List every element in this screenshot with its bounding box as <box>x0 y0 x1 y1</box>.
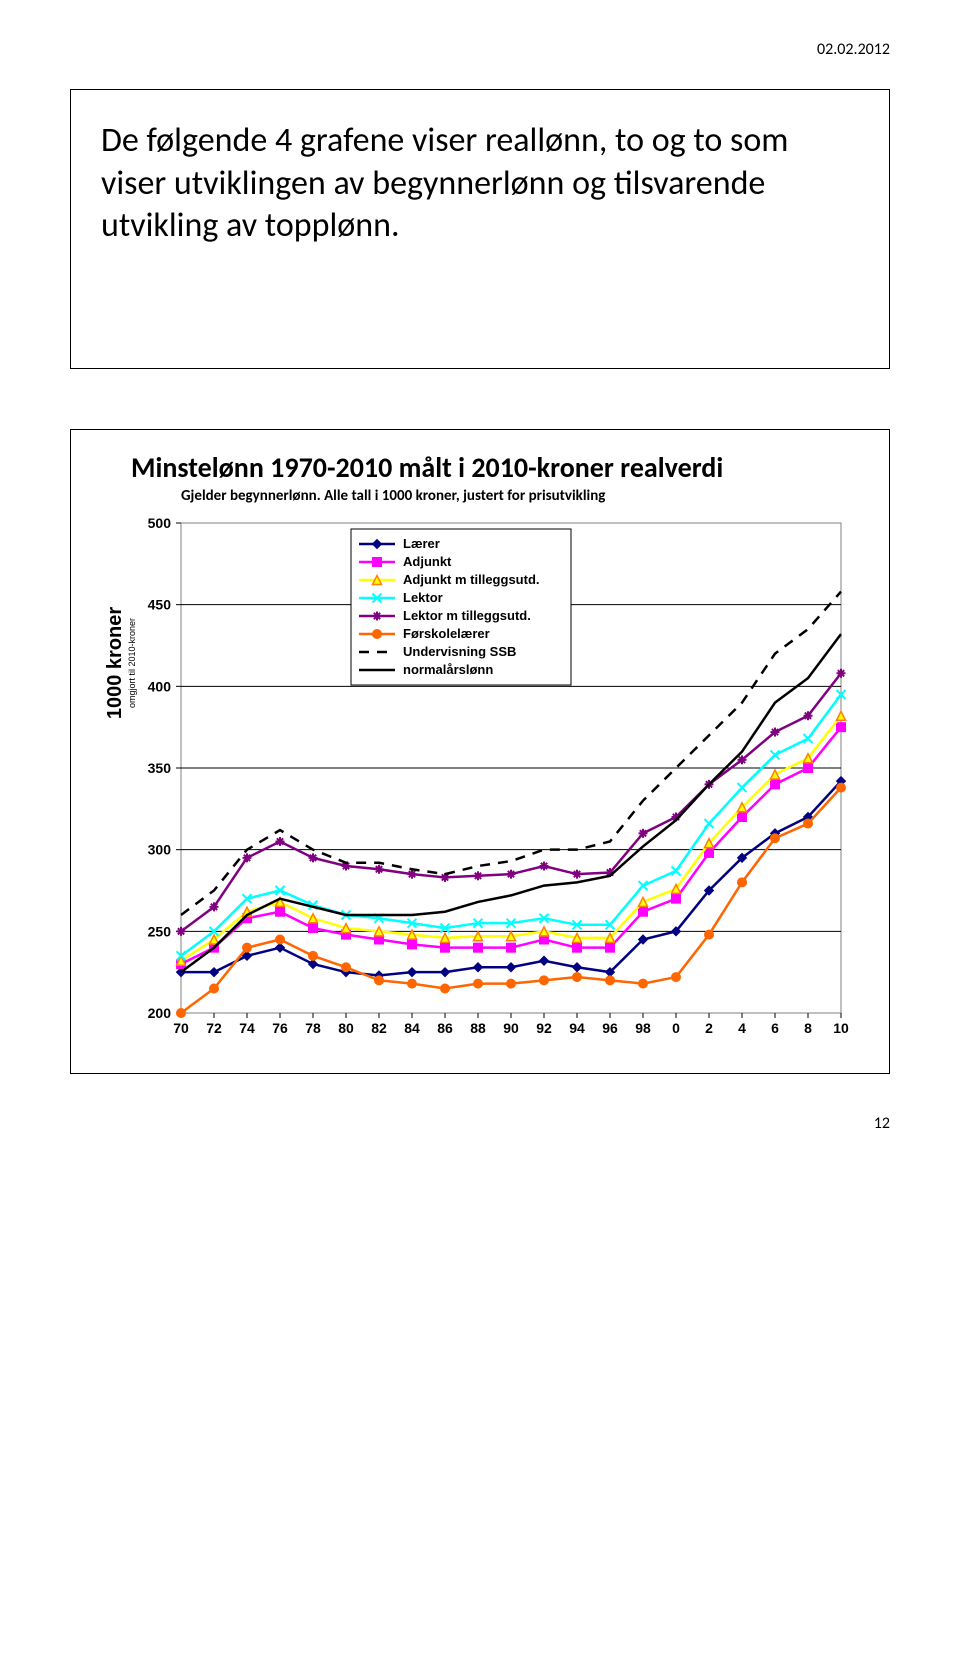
svg-text:500: 500 <box>148 515 172 531</box>
svg-text:74: 74 <box>239 1020 255 1036</box>
svg-text:350: 350 <box>148 760 172 776</box>
chart-svg: 2002503003504004505007072747678808284868… <box>101 513 861 1053</box>
page-number: 12 <box>70 1114 890 1133</box>
svg-text:78: 78 <box>305 1020 321 1036</box>
svg-text:Lektor m tilleggsutd.: Lektor m tilleggsutd. <box>403 608 531 623</box>
svg-text:94: 94 <box>569 1020 585 1036</box>
svg-text:86: 86 <box>437 1020 453 1036</box>
svg-text:0: 0 <box>672 1020 680 1036</box>
svg-text:Førskolelærer: Førskolelærer <box>403 626 490 641</box>
svg-text:Adjunkt m tilleggsutd.: Adjunkt m tilleggsutd. <box>403 572 540 587</box>
svg-text:6: 6 <box>771 1020 779 1036</box>
svg-text:8: 8 <box>804 1020 812 1036</box>
svg-text:4: 4 <box>738 1020 746 1036</box>
chart-area: 2002503003504004505007072747678808284868… <box>101 513 861 1053</box>
svg-text:98: 98 <box>635 1020 651 1036</box>
svg-text:92: 92 <box>536 1020 552 1036</box>
chart-title: Minstelønn 1970-2010 målt i 2010-kroner … <box>131 450 869 485</box>
svg-text:90: 90 <box>503 1020 519 1036</box>
chart-panel: Minstelønn 1970-2010 målt i 2010-kroner … <box>70 429 890 1074</box>
svg-text:400: 400 <box>148 678 172 694</box>
svg-text:300: 300 <box>148 842 172 858</box>
svg-text:450: 450 <box>148 597 172 613</box>
svg-text:1000 kroner: 1000 kroner <box>104 607 126 720</box>
svg-text:250: 250 <box>148 923 172 939</box>
svg-text:88: 88 <box>470 1020 486 1036</box>
svg-text:Adjunkt: Adjunkt <box>403 554 452 569</box>
text-body: De følgende 4 grafene viser reallønn, to… <box>101 120 859 248</box>
text-panel: De følgende 4 grafene viser reallønn, to… <box>70 89 890 369</box>
svg-text:normalårslønn: normalårslønn <box>403 662 493 677</box>
svg-text:96: 96 <box>602 1020 618 1036</box>
svg-text:70: 70 <box>173 1020 189 1036</box>
svg-text:80: 80 <box>338 1020 354 1036</box>
svg-text:76: 76 <box>272 1020 288 1036</box>
svg-text:84: 84 <box>404 1020 420 1036</box>
svg-text:Lektor: Lektor <box>403 590 443 605</box>
svg-text:72: 72 <box>206 1020 222 1036</box>
svg-text:omgjort til 2010-kroner: omgjort til 2010-kroner <box>127 618 137 708</box>
svg-text:200: 200 <box>148 1005 172 1021</box>
svg-text:Lærer: Lærer <box>403 536 440 551</box>
svg-text:82: 82 <box>371 1020 387 1036</box>
svg-text:Undervisning SSB: Undervisning SSB <box>403 644 516 659</box>
chart-subtitle: Gjelder begynnerlønn. Alle tall i 1000 k… <box>181 487 869 505</box>
date-header: 02.02.2012 <box>70 40 890 59</box>
svg-text:10: 10 <box>833 1020 849 1036</box>
svg-text:2: 2 <box>705 1020 713 1036</box>
